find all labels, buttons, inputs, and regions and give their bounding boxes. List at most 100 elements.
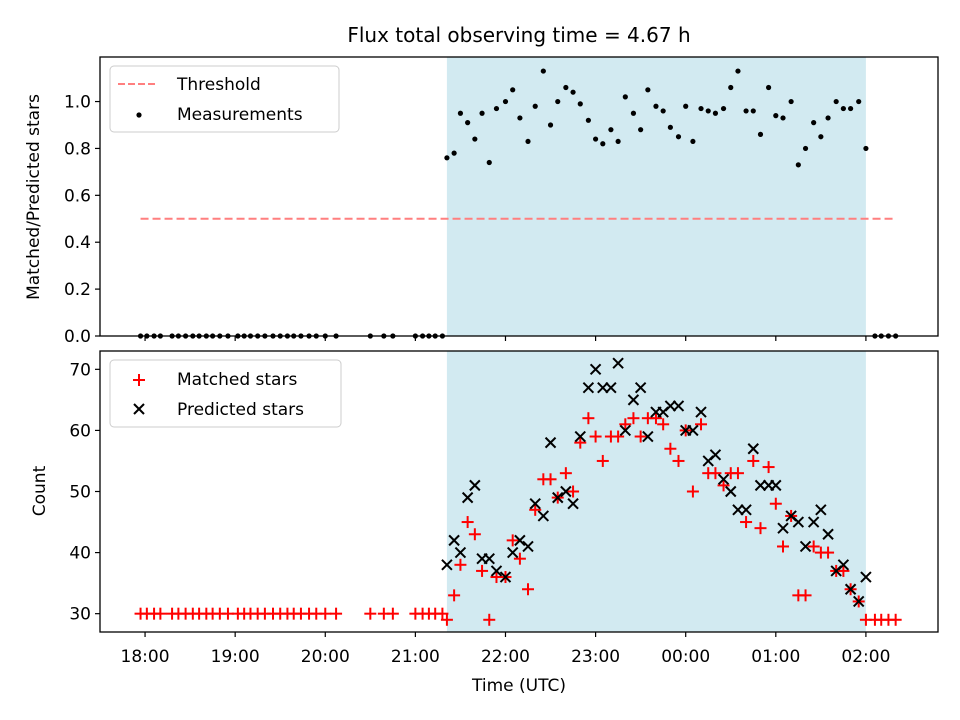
predicted-star-point (807, 516, 820, 528)
measurement-point (818, 134, 824, 140)
matched-star-point (483, 613, 496, 626)
count-panel-frame (99, 350, 939, 633)
legend-threshold-label: Threshold (176, 75, 261, 95)
time-x-tick-label: 21:00 (391, 647, 440, 667)
predicted-star-point (672, 400, 685, 412)
legend-matched-swatch (133, 374, 145, 386)
measurement-point (735, 68, 741, 74)
matched-star-point (889, 613, 902, 626)
predicted-star-point (461, 491, 474, 504)
predicted-star-point (454, 546, 467, 559)
predicted-star-point (770, 479, 782, 492)
matched-star-point (448, 589, 461, 602)
predicted-star-point (529, 498, 541, 510)
measurement-point (570, 89, 576, 95)
matched-star-point (740, 516, 753, 529)
time-x-axis: 18:00 19:00 20:00 21:00 22:00 23:00 00:00 01:00… (121, 632, 890, 667)
ratio-panel-frame (99, 56, 939, 337)
predicted-star-point (544, 436, 557, 449)
measurement-point (653, 103, 659, 109)
count-panel-shaded-span (446, 351, 866, 632)
matched-star-point (731, 467, 744, 480)
predicted-star-point (537, 510, 550, 522)
predicted-star-point (695, 406, 707, 418)
matched-star-point (619, 418, 632, 431)
measurement-point (486, 159, 492, 166)
ratio-y-tick-label: 0.6 (64, 186, 91, 206)
measurement-point (667, 124, 673, 130)
predicted-stars-series (441, 357, 872, 608)
matched-star-point (454, 558, 467, 571)
matched-star-point (634, 430, 647, 443)
measurement-point (833, 98, 839, 105)
figure-title: Flux total observing time = 4.67 h (347, 23, 690, 47)
measurement-point (720, 105, 727, 112)
ratio-x-ticks (144, 336, 867, 341)
measurement-point (847, 105, 854, 112)
matched-stars-series (134, 412, 902, 626)
measurement-point (788, 98, 794, 105)
measurement-point (630, 110, 637, 116)
predicted-star-point (822, 528, 834, 540)
measurement-point (683, 103, 689, 109)
predicted-star-point (627, 394, 640, 406)
ratio-y-tick-label: 1.0 (64, 93, 91, 113)
predicted-star-point (490, 565, 503, 577)
matched-star-point (506, 534, 519, 547)
predicted-star-point (709, 449, 722, 461)
predicted-star-point (514, 534, 526, 547)
predicted-star-point (567, 498, 579, 510)
measurement-point (555, 98, 561, 105)
predicted-star-point (574, 430, 586, 443)
measurement-point (698, 105, 704, 112)
count-y-tick-label: 30 (69, 605, 91, 625)
time-x-tick-label: 00:00 (661, 647, 710, 667)
predicted-star-point (612, 357, 624, 369)
measurement-point (856, 98, 862, 105)
predicted-star-point (605, 381, 617, 394)
count-panel: 30 40 50 60 70 18:00 19:00 20:00 21:00 22:00 23:0… (30, 350, 939, 696)
predicted-star-point (747, 443, 759, 455)
count-y-axis: 30 40 50 60 70 (69, 360, 100, 625)
matched-star-point (567, 485, 580, 498)
measurement-point (532, 103, 538, 109)
predicted-star-point (837, 559, 850, 571)
matched-star-point (461, 516, 474, 529)
predicted-star-point (552, 491, 564, 504)
measurement-point (728, 84, 734, 91)
predicted-star-point (717, 473, 730, 485)
matched-star-point (436, 607, 449, 620)
measurement-point (750, 108, 756, 114)
matched-star-point (513, 552, 526, 565)
count-y-axis-label: Count (30, 465, 50, 516)
matched-star-point (154, 607, 167, 620)
predicted-star-point (619, 424, 632, 437)
matched-star-point (717, 479, 730, 492)
measurement-point (825, 115, 831, 121)
matched-star-point (649, 412, 662, 425)
matched-star-point (574, 436, 587, 449)
measurement-point (765, 84, 772, 91)
predicted-star-point (448, 534, 460, 547)
predicted-star-point (560, 485, 572, 498)
measurement-point (675, 134, 682, 140)
ratio-y-tick-label: 0.0 (64, 327, 91, 347)
count-y-tick-label: 40 (69, 544, 91, 564)
matched-star-point (627, 412, 640, 425)
ratio-y-axis-label: Matched/Predicted stars (24, 94, 44, 300)
time-x-tick-label: 19:00 (211, 647, 260, 667)
time-x-tick-label: 02:00 (841, 647, 890, 667)
predicted-star-point (799, 540, 812, 553)
time-x-tick-label: 22:00 (481, 647, 530, 667)
ratio-y-tick-label: 0.2 (64, 280, 91, 300)
measurement-point (493, 105, 500, 112)
ratio-y-tick-label: 0.4 (64, 233, 91, 253)
matched-star-point (747, 454, 760, 467)
measurement-point (540, 68, 546, 74)
measurement-point (795, 162, 801, 168)
measurement-point (645, 87, 651, 93)
matched-star-point (769, 497, 782, 510)
matched-star-point (762, 461, 775, 474)
measurement-point (773, 113, 779, 119)
